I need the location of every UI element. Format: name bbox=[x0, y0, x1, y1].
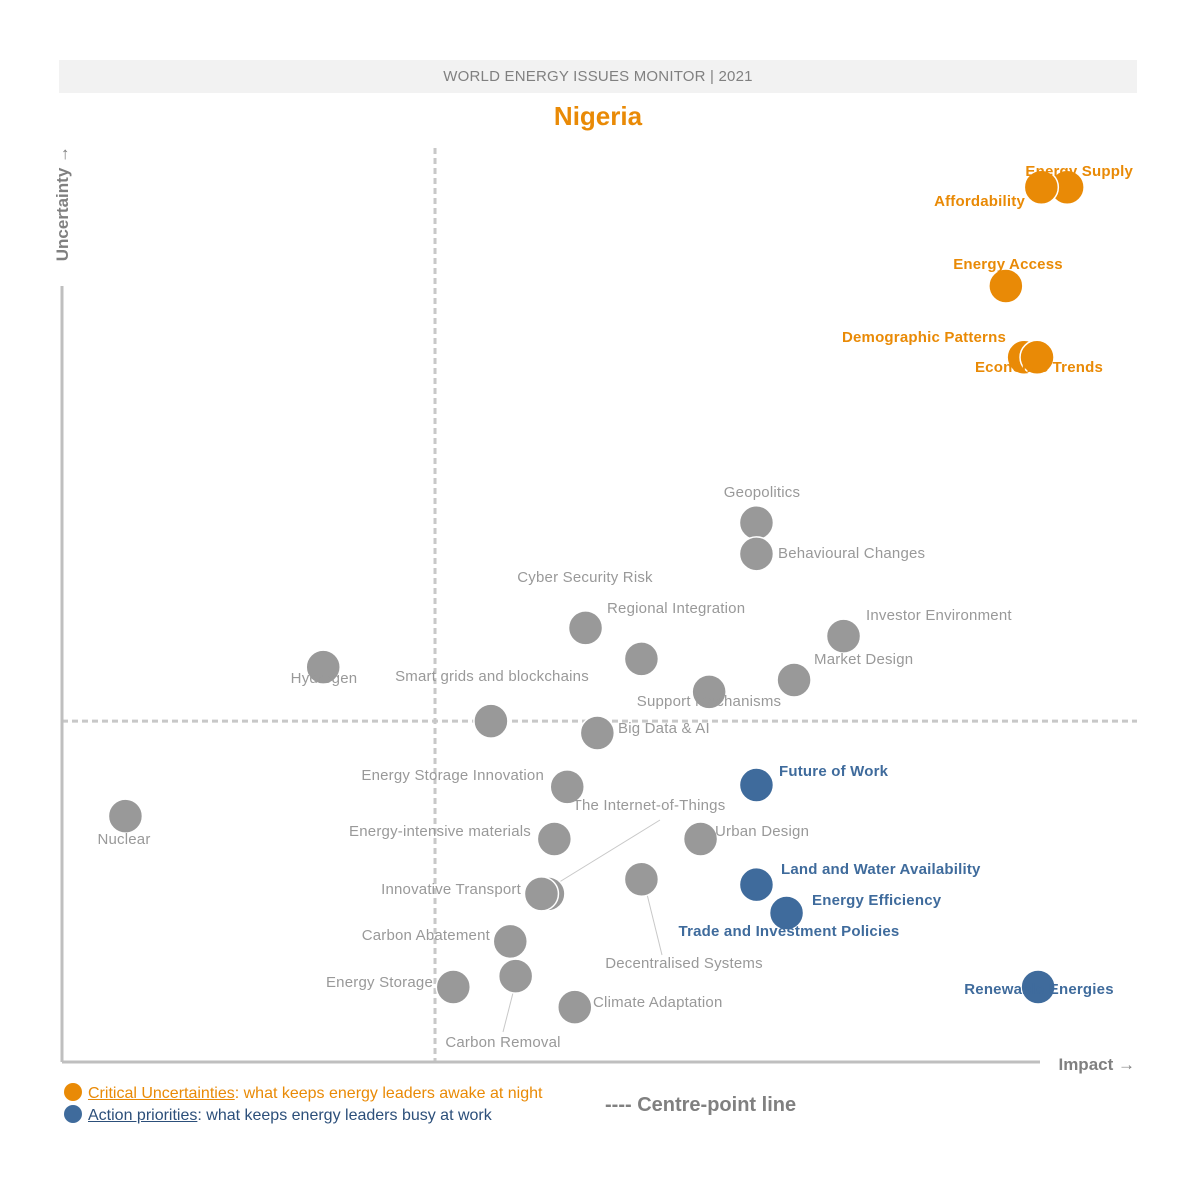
legend-critical: Critical Uncertainties: what keeps energ… bbox=[64, 1083, 542, 1103]
legend-critical-label: Critical Uncertainties bbox=[88, 1085, 235, 1102]
point-investor-environment bbox=[825, 618, 862, 654]
label-hydrogen: Hydrogen bbox=[291, 670, 358, 687]
label-energy-intensive-materials: Energy-intensive materials bbox=[349, 823, 531, 840]
label-cyber-security-risk: Cyber Security Risk bbox=[517, 569, 653, 586]
point-carbon-abatement bbox=[492, 923, 529, 960]
label-geopolitics: Geopolitics bbox=[724, 484, 800, 501]
legend-critical-desc: : what keeps energy leaders awake at nig… bbox=[234, 1085, 543, 1102]
label-economic-trends: Economic Trends bbox=[975, 359, 1103, 376]
label-future-of-work: Future of Work bbox=[779, 763, 889, 780]
point-hydrogen bbox=[305, 649, 341, 685]
point-nuclear bbox=[107, 798, 144, 834]
point-urban-design bbox=[682, 821, 719, 857]
label-innovative-transport: Innovative Transport bbox=[381, 881, 522, 898]
point-energy-storage bbox=[435, 969, 472, 1005]
point-market-design bbox=[776, 662, 812, 698]
label-energy-storage: Energy Storage bbox=[326, 974, 433, 991]
label-regional-integration: Regional Integration bbox=[607, 600, 745, 617]
label-demographic-patterns: Demographic Patterns bbox=[842, 329, 1006, 346]
point-innovative-transport bbox=[523, 876, 560, 912]
legend-action: Action priorities: what keeps energy lea… bbox=[64, 1105, 492, 1125]
point-carbon-removal bbox=[497, 958, 534, 994]
label-support-mechanisms: Support Mechanisms bbox=[637, 693, 782, 710]
point-behavioural-changes bbox=[738, 536, 775, 572]
action-dot-icon bbox=[64, 1105, 82, 1123]
leader-line-the-internet-of-things bbox=[547, 819, 661, 890]
label-urban-design: Urban Design bbox=[715, 823, 809, 840]
y-axis-label: Uncertainty → bbox=[53, 146, 72, 261]
point-energy-storage-innovation bbox=[549, 769, 585, 805]
legend-action-label: Action priorities bbox=[88, 1107, 198, 1124]
label-energy-access: Energy Access bbox=[953, 256, 1063, 273]
label-affordability: Affordability bbox=[934, 193, 1025, 210]
label-nuclear: Nuclear bbox=[97, 831, 150, 848]
label-investor-environment: Investor Environment bbox=[866, 607, 1012, 624]
point-decentralised-systems bbox=[623, 861, 660, 897]
label-renewable-energies: Renewable Energies bbox=[964, 981, 1114, 998]
header-title: WORLD ENERGY ISSUES MONITOR | 2021 bbox=[443, 68, 753, 85]
centre-point-legend: ---- Centre-point line bbox=[605, 1094, 797, 1116]
label-trade-and-investment-policies: Trade and Investment Policies bbox=[679, 923, 900, 940]
label-decentralised-systems: Decentralised Systems bbox=[605, 955, 763, 972]
label-behavioural-changes: Behavioural Changes bbox=[778, 545, 925, 562]
point-affordability bbox=[1023, 169, 1060, 206]
label-land-and-water-availability: Land and Water Availability bbox=[781, 861, 981, 878]
label-energy-storage-innovation: Energy Storage Innovation bbox=[361, 767, 544, 784]
header-bar: WORLD ENERGY ISSUES MONITOR | 2021 bbox=[59, 60, 1137, 93]
label-energy-supply: Energy Supply bbox=[1025, 163, 1133, 180]
label-carbon-removal: Carbon Removal bbox=[445, 1034, 560, 1051]
point-trade-and-investment-policies bbox=[768, 895, 805, 931]
point-energy-intensive-materials bbox=[536, 821, 573, 857]
point-future-of-work bbox=[738, 767, 775, 803]
point-smart-grids-and-blockchains bbox=[473, 703, 509, 739]
label-the-internet-of-things: The Internet-of-Things bbox=[573, 797, 726, 814]
label-big-data-and-ai: Big Data & AI bbox=[618, 720, 710, 737]
critical-dot-icon bbox=[64, 1083, 82, 1101]
point-geopolitics bbox=[738, 504, 775, 541]
point-cyber-security-risk bbox=[567, 610, 604, 646]
point-climate-adaptation bbox=[557, 989, 593, 1025]
label-energy-efficiency: Energy Efficiency bbox=[812, 892, 942, 909]
page-title: Nigeria bbox=[553, 101, 643, 131]
x-axis-label: Impact → bbox=[1058, 1055, 1135, 1074]
point-economic-trends bbox=[1019, 339, 1055, 376]
label-climate-adaptation: Climate Adaptation bbox=[593, 994, 723, 1011]
point-support-mechanisms bbox=[691, 674, 727, 710]
label-market-design: Market Design bbox=[814, 651, 913, 668]
point-energy-access bbox=[988, 268, 1024, 304]
point-regional-integration bbox=[623, 641, 660, 677]
label-smart-grids-and-blockchains: Smart grids and blockchains bbox=[395, 668, 589, 685]
point-land-and-water-availability bbox=[738, 866, 775, 903]
point-renewable-energies bbox=[1020, 969, 1056, 1005]
point-big-data-and-ai bbox=[579, 715, 616, 751]
legend-action-desc: : what keeps energy leaders busy at work bbox=[197, 1107, 492, 1124]
label-carbon-abatement: Carbon Abatement bbox=[362, 927, 491, 944]
